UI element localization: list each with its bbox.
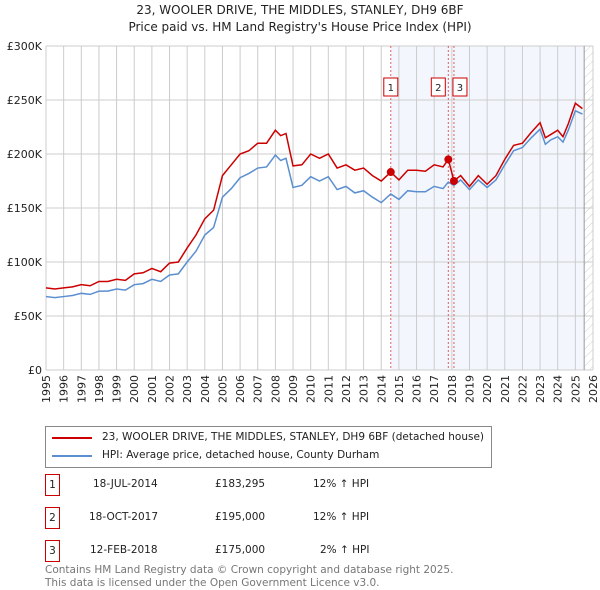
x-tick-label: 2000 bbox=[128, 375, 141, 403]
hpi-line bbox=[45, 109, 583, 299]
sale-point bbox=[449, 177, 458, 185]
x-tick-label: 1999 bbox=[111, 375, 124, 403]
x-tick-label: 1996 bbox=[58, 375, 71, 403]
price: £175,000 bbox=[215, 544, 266, 556]
marker-badge: 3 bbox=[45, 540, 60, 562]
marker-badge: 1 bbox=[45, 474, 60, 496]
legend-label: 23, WOOLER DRIVE, THE MIDDLES, STANLEY, … bbox=[102, 431, 485, 443]
x-tick-label: 2008 bbox=[269, 375, 282, 403]
x-tick-label: 1997 bbox=[75, 375, 88, 403]
date: 12-FEB-2018 bbox=[90, 544, 158, 556]
x-tick-label: 2009 bbox=[287, 375, 300, 403]
x-tick-label: 1998 bbox=[93, 375, 106, 403]
x-tick-label: 2012 bbox=[340, 375, 353, 403]
y-tick-label: £0 bbox=[28, 364, 42, 377]
x-tick-label: 2016 bbox=[411, 375, 424, 403]
price: £195,000 bbox=[215, 511, 266, 523]
hpi-diff: 12% ↑ HPI bbox=[313, 511, 370, 523]
sale-marker-label: 3 bbox=[457, 83, 463, 94]
y-tick-label: £300K bbox=[7, 40, 43, 53]
date: 18-JUL-2014 bbox=[93, 478, 158, 490]
transaction-row: 1 18-JUL-2014 £183,295 12% ↑ HPI bbox=[45, 474, 445, 496]
x-tick-label: 2019 bbox=[463, 375, 476, 403]
y-tick-label: £100K bbox=[7, 256, 43, 269]
legend: 23, WOOLER DRIVE, THE MIDDLES, STANLEY, … bbox=[45, 426, 492, 468]
x-tick-label: 1995 bbox=[40, 375, 53, 403]
x-tick-label: 2018 bbox=[446, 375, 459, 403]
marker-badge: 2 bbox=[45, 507, 60, 529]
x-tick-label: 2021 bbox=[499, 375, 512, 403]
y-tick-label: £150K bbox=[7, 202, 43, 215]
x-tick-label: 2013 bbox=[358, 375, 371, 403]
legend-item-property: 23, WOOLER DRIVE, THE MIDDLES, STANLEY, … bbox=[52, 431, 484, 444]
x-tick-label: 2014 bbox=[375, 375, 388, 403]
sale-point bbox=[386, 168, 395, 177]
chart-subtitle: Price paid vs. HM Land Registry's House … bbox=[128, 20, 472, 34]
y-tick-label: £200K bbox=[7, 148, 43, 161]
x-tick-label: 2024 bbox=[552, 375, 565, 403]
sale-marker-box bbox=[430, 77, 446, 97]
x-tick-label: 2003 bbox=[181, 375, 194, 403]
transaction-row: 3 12-FEB-2018 £175,000 2% ↑ HPI bbox=[45, 540, 445, 562]
sale-marker-label: 2 bbox=[435, 83, 441, 94]
hpi-diff: 12% ↑ HPI bbox=[313, 478, 370, 490]
hpi-diff: 2% ↑ HPI bbox=[320, 544, 370, 556]
property-line bbox=[45, 102, 583, 290]
x-tick-label: 2002 bbox=[164, 375, 177, 403]
sale-marker-box bbox=[452, 77, 468, 97]
x-tick-label: 2015 bbox=[393, 375, 406, 403]
x-tick-label: 2023 bbox=[534, 375, 547, 403]
sale-point bbox=[444, 155, 453, 164]
x-tick-label: 2022 bbox=[516, 375, 529, 403]
legend-label: HPI: Average price, detached house, Coun… bbox=[102, 449, 380, 461]
date: 18-OCT-2017 bbox=[89, 511, 158, 523]
x-tick-label: 2001 bbox=[146, 375, 159, 403]
legend-item-hpi: HPI: Average price, detached house, Coun… bbox=[52, 449, 379, 462]
sale-marker-box bbox=[383, 77, 399, 97]
x-tick-label: 2007 bbox=[252, 375, 265, 403]
x-tick-label: 2025 bbox=[569, 375, 582, 403]
y-tick-label: £50K bbox=[14, 310, 43, 323]
y-tick-label: £250K bbox=[7, 94, 43, 107]
attribution-line: This data is licensed under the Open Gov… bbox=[45, 577, 380, 589]
attribution: Contains HM Land Registry data © Crown c… bbox=[45, 564, 453, 590]
x-tick-label: 2011 bbox=[322, 375, 335, 403]
x-tick-label: 2006 bbox=[234, 375, 247, 403]
x-tick-label: 2026 bbox=[587, 375, 600, 403]
x-tick-label: 2005 bbox=[216, 375, 229, 403]
sale-marker-label: 1 bbox=[388, 83, 394, 94]
x-tick-label: 2017 bbox=[428, 375, 441, 403]
x-tick-label: 2010 bbox=[305, 375, 318, 403]
attribution-line: Contains HM Land Registry data © Crown c… bbox=[45, 564, 454, 576]
x-tick-label: 2020 bbox=[481, 375, 494, 403]
price-chart: 1995 1996 1997 1998 1999 2000 2001 2002 2003 2004… bbox=[7, 40, 600, 403]
price: £183,295 bbox=[215, 478, 266, 490]
x-tick-label: 2004 bbox=[199, 375, 212, 403]
chart-title: 23, WOOLER DRIVE, THE MIDDLES, STANLEY, … bbox=[136, 3, 464, 17]
transaction-row: 2 18-OCT-2017 £195,000 12% ↑ HPI bbox=[45, 507, 445, 529]
